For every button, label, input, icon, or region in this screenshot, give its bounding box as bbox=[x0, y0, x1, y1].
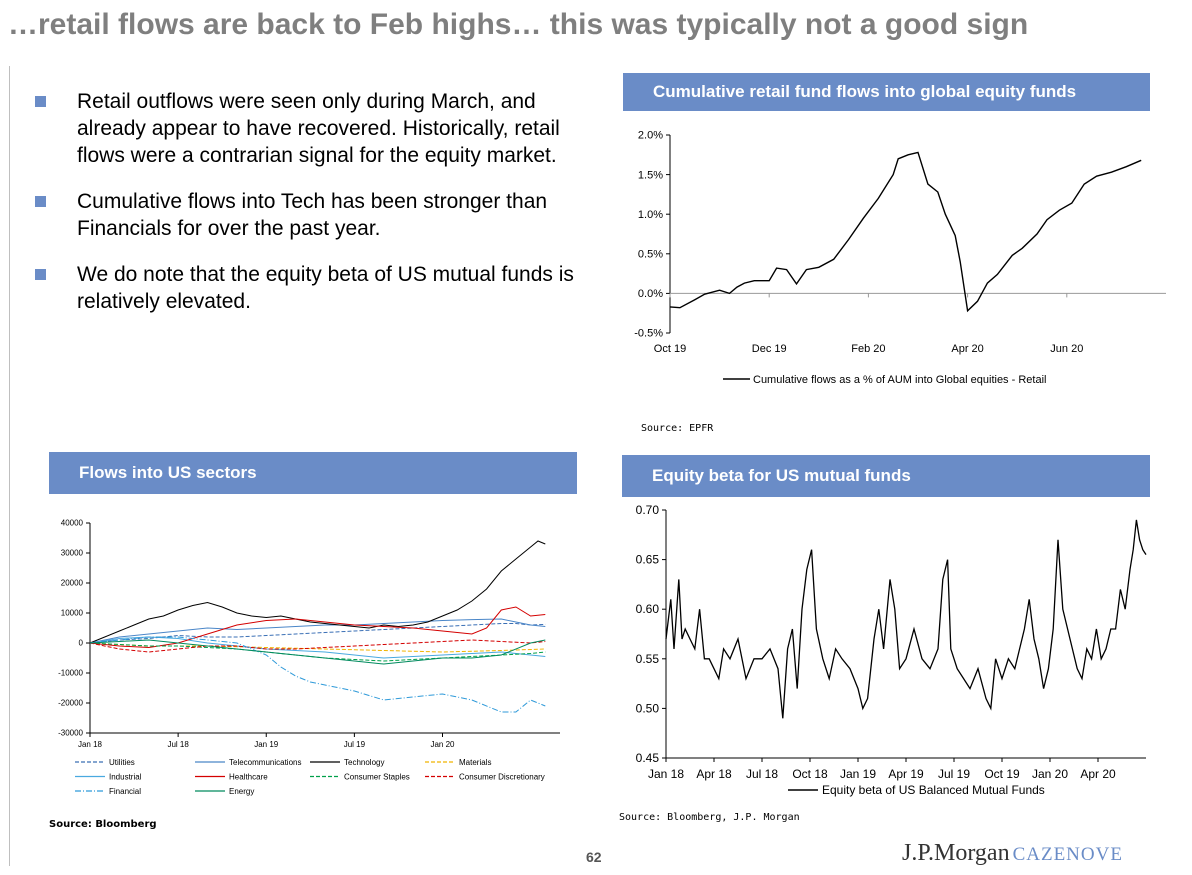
y-tick-label: -30000 bbox=[58, 729, 83, 738]
x-tick-label: Jan 19 bbox=[840, 767, 876, 781]
page-title: …retail flows are back to Feb highs… thi… bbox=[8, 8, 1029, 41]
x-tick-label: Jul 18 bbox=[746, 767, 778, 781]
y-tick-label: 0.5% bbox=[638, 248, 663, 260]
x-tick-label: Feb 20 bbox=[851, 343, 885, 355]
x-tick-label: Jan 18 bbox=[648, 767, 684, 781]
logo-main: J.P.Morgan bbox=[902, 840, 1010, 866]
y-tick-label: 0.45 bbox=[636, 751, 660, 765]
x-tick-label: Jun 20 bbox=[1050, 343, 1083, 355]
retail-chart-header: Cumulative retail fund flows into global… bbox=[623, 73, 1150, 111]
y-tick-label: 0.55 bbox=[636, 652, 660, 666]
bullet-item: We do note that the equity beta of US mu… bbox=[33, 261, 603, 315]
bullet-text: Retail outflows were seen only during Ma… bbox=[77, 90, 560, 167]
bullet-list: Retail outflows were seen only during Ma… bbox=[33, 88, 603, 334]
x-tick-label: Apr 19 bbox=[888, 767, 924, 781]
bullet-square-icon bbox=[35, 96, 46, 107]
y-tick-label: 1.5% bbox=[638, 169, 663, 181]
series-line bbox=[89, 639, 546, 653]
series-line bbox=[665, 519, 1147, 719]
bullet-text: Cumulative flows into Tech has been stro… bbox=[77, 190, 548, 240]
y-tick-label: 2.0% bbox=[638, 130, 663, 142]
equity-beta-chart: 0.70 0.65 0.60 0.55 0.50 0.45 Jan 18 Apr 18 Jul … bbox=[636, 503, 1147, 797]
y-tick-label: 40000 bbox=[61, 519, 84, 528]
legend-label: Consumer Staples bbox=[344, 773, 410, 782]
y-tick-label: 30000 bbox=[61, 549, 84, 558]
x-tick-label: Apr 18 bbox=[696, 767, 732, 781]
bullet-square-icon bbox=[35, 269, 46, 280]
logo-secondary: CAZENOVE bbox=[1012, 844, 1123, 865]
beta-chart-header: Equity beta for US mutual funds bbox=[622, 455, 1150, 497]
x-tick-label: Apr 20 bbox=[1080, 767, 1116, 781]
x-tick-label: Jul 19 bbox=[344, 740, 366, 749]
y-tick-label: 1.0% bbox=[638, 209, 663, 221]
page-number: 62 bbox=[586, 849, 602, 865]
y-tick-label: 0.65 bbox=[636, 553, 660, 567]
x-tick-label: Oct 19 bbox=[984, 767, 1020, 781]
x-tick-label: Oct 18 bbox=[792, 767, 828, 781]
x-tick-label: Apr 20 bbox=[951, 343, 983, 355]
beta-source: Source: Bloomberg, J.P. Morgan bbox=[619, 812, 800, 823]
x-tick-label: Dec 19 bbox=[752, 343, 787, 355]
legend-label: Materials bbox=[459, 758, 491, 767]
y-tick-label: -10000 bbox=[58, 669, 83, 678]
series-line bbox=[89, 636, 546, 713]
legend-label: Financial bbox=[109, 787, 141, 796]
y-tick-label: 0 bbox=[79, 639, 84, 648]
legend-label: Telecommunications bbox=[229, 758, 301, 767]
sectors-chart-header: Flows into US sectors bbox=[49, 452, 577, 494]
x-tick-label: Jan 20 bbox=[430, 740, 455, 749]
legend-label: Industrial bbox=[109, 773, 142, 782]
left-divider bbox=[9, 66, 10, 866]
legend-label: Consumer Discretionary bbox=[459, 773, 545, 782]
series-line bbox=[89, 540, 546, 644]
series-line bbox=[89, 636, 546, 659]
jpmorgan-logo: J.P.Morgan CAZENOVE bbox=[902, 840, 1123, 867]
legend-label: Healthcare bbox=[229, 773, 268, 782]
series-line bbox=[89, 639, 546, 665]
retail-flows-chart: 2.0% 1.5% 1.0% 0.5% 0.0% -0.5% Oct 19 Dec 19 Feb… bbox=[634, 130, 1166, 386]
x-tick-label: Jan 18 bbox=[78, 740, 103, 749]
y-tick-label: 0.0% bbox=[638, 288, 663, 300]
y-tick-label: 10000 bbox=[61, 609, 84, 618]
y-tick-label: -20000 bbox=[58, 699, 83, 708]
sector-flows-chart: 40000 30000 20000 10000 0 -10000 -20000 -30000 J… bbox=[58, 519, 560, 796]
retail-source: Source: EPFR bbox=[641, 423, 714, 434]
x-tick-label: Jul 19 bbox=[938, 767, 970, 781]
series-line bbox=[669, 151, 1142, 313]
legend-label: Technology bbox=[344, 758, 384, 767]
series-line bbox=[89, 623, 546, 644]
x-tick-label: Oct 19 bbox=[654, 343, 686, 355]
y-tick-label: 0.50 bbox=[636, 701, 660, 715]
legend-label: Utilities bbox=[109, 758, 135, 767]
legend-label: Cumulative flows as a % of AUM into Glob… bbox=[753, 374, 1046, 386]
y-tick-label: -0.5% bbox=[634, 328, 663, 340]
legend-label: Energy bbox=[229, 787, 254, 796]
x-tick-label: Jul 18 bbox=[167, 740, 189, 749]
x-tick-label: Jan 19 bbox=[254, 740, 279, 749]
bullet-square-icon bbox=[35, 196, 46, 207]
y-tick-label: 0.60 bbox=[636, 602, 660, 616]
legend-label: Equity beta of US Balanced Mutual Funds bbox=[822, 783, 1045, 797]
y-tick-label: 20000 bbox=[61, 579, 84, 588]
beta-chart-title: Equity beta for US mutual funds bbox=[652, 466, 911, 485]
x-tick-label: Jan 20 bbox=[1032, 767, 1068, 781]
bullet-text: We do note that the equity beta of US mu… bbox=[77, 263, 574, 313]
sectors-chart-title: Flows into US sectors bbox=[79, 463, 257, 482]
bullet-item: Cumulative flows into Tech has been stro… bbox=[33, 188, 603, 242]
bullet-item: Retail outflows were seen only during Ma… bbox=[33, 88, 603, 169]
y-tick-label: 0.70 bbox=[636, 503, 660, 517]
retail-chart-title: Cumulative retail fund flows into global… bbox=[653, 82, 1077, 101]
sectors-source: Source: Bloomberg bbox=[49, 819, 157, 830]
